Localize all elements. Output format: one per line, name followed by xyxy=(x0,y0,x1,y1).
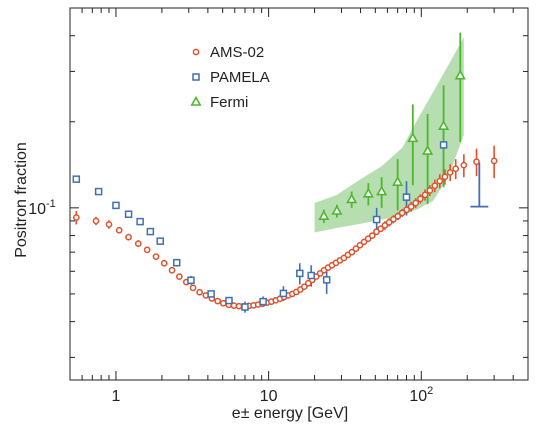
pamela-point xyxy=(136,217,144,226)
ams-02-point xyxy=(364,235,372,243)
ams-02-point xyxy=(134,240,142,247)
ams-02-point xyxy=(473,158,480,166)
x-tick-label: 102 xyxy=(409,385,433,405)
ams-02-point xyxy=(460,161,468,169)
fermi-point xyxy=(331,204,343,215)
ams-02-point xyxy=(92,217,100,225)
pamela-point xyxy=(112,201,120,210)
pamela-point xyxy=(296,269,304,278)
pamela-point xyxy=(207,290,215,298)
ams-02-point xyxy=(219,299,227,307)
pamela-point xyxy=(241,303,249,311)
ams-02-point xyxy=(125,233,132,241)
pamela-point xyxy=(124,210,133,218)
ams-02-point xyxy=(436,177,444,185)
legend: AMS-02 PAMELA Fermi xyxy=(190,44,270,111)
fermi-band-layer xyxy=(314,37,464,233)
plot-frame xyxy=(69,7,529,381)
ams-02-point xyxy=(441,173,449,181)
y-tick-label: 10-1 xyxy=(28,198,56,218)
fermi-point xyxy=(362,187,374,198)
fermi-point xyxy=(392,176,404,186)
ams-02-point xyxy=(490,157,498,165)
pamela-point xyxy=(402,193,411,201)
ams-02-point xyxy=(394,212,402,220)
pamela-point xyxy=(94,187,103,196)
ams-02-point xyxy=(152,253,160,261)
legend-label: PAMELA xyxy=(210,69,270,86)
ams-02-point xyxy=(421,191,429,199)
ams-02-point xyxy=(72,214,80,221)
ams-02-point xyxy=(356,241,364,249)
pamela-point xyxy=(225,296,233,305)
pamela-point xyxy=(156,237,164,245)
pamela-point xyxy=(439,141,448,149)
ams-02-point xyxy=(377,225,384,233)
ams-02-point xyxy=(300,283,308,291)
ams-02-point xyxy=(189,284,197,292)
ams-02-point xyxy=(175,273,183,280)
fermi-point xyxy=(318,210,330,221)
y-tick-label-exponent: -1 xyxy=(46,198,56,210)
ams-02-point xyxy=(115,226,123,234)
ams-02-point xyxy=(407,203,415,210)
ams-02-point xyxy=(403,206,410,214)
fermi-point xyxy=(422,144,434,155)
ams-02-point xyxy=(381,222,389,229)
legend-marker-fermi xyxy=(190,95,202,106)
ams-02-point xyxy=(105,221,113,228)
ams-02-point xyxy=(416,195,424,203)
fermi-point xyxy=(407,132,419,143)
pamela-point xyxy=(146,227,155,236)
ams-02-point xyxy=(143,246,151,254)
pamela-point xyxy=(72,175,81,183)
pamela-point xyxy=(279,289,288,298)
ams-02-point xyxy=(426,187,434,194)
pamela-point xyxy=(172,258,181,267)
fermi-point xyxy=(454,69,466,80)
ams-02-point xyxy=(214,297,222,305)
marker-layer xyxy=(72,69,498,311)
ams-02-point xyxy=(168,266,176,274)
fermi-point xyxy=(346,193,358,204)
ams-02-point xyxy=(412,199,420,207)
ams-02-point xyxy=(348,248,356,256)
axis-layer: 1 10 102 10-1 xyxy=(28,7,529,405)
pamela-point xyxy=(322,276,331,284)
x-tick-label: 10 xyxy=(260,388,278,405)
ams-02-point xyxy=(368,232,376,239)
legend-label: AMS-02 xyxy=(210,44,264,61)
ams-02-point xyxy=(385,218,393,226)
legend-label: Fermi xyxy=(210,94,248,111)
ams-02-point xyxy=(390,215,397,223)
ams-02-point xyxy=(446,169,454,176)
ams-02-point xyxy=(452,165,460,173)
x-tick-label: 1 xyxy=(112,388,121,405)
x-axis-title: e± energy [GeV] xyxy=(232,405,348,422)
fermi-uncertainty-band xyxy=(314,37,464,233)
legend-marker-ams-02 xyxy=(192,48,200,56)
ams-02-point xyxy=(196,288,203,296)
ams-02-point xyxy=(398,209,406,217)
fermi-point xyxy=(376,185,388,196)
fermi-point xyxy=(438,120,450,131)
ams-02-point xyxy=(352,245,360,252)
ams-02-point xyxy=(431,182,439,190)
legend-marker-pamela xyxy=(192,73,200,81)
pamela-point xyxy=(372,215,381,224)
y-axis-title: Positron fraction xyxy=(13,142,30,258)
ams-02-point xyxy=(304,279,312,287)
ams-02-point xyxy=(160,259,168,267)
pamela-point xyxy=(187,276,195,285)
x-tick-label-exponent: 2 xyxy=(427,385,433,397)
pamela-point xyxy=(259,297,267,306)
pamela-point xyxy=(307,271,315,280)
ams-02-point xyxy=(360,238,368,246)
